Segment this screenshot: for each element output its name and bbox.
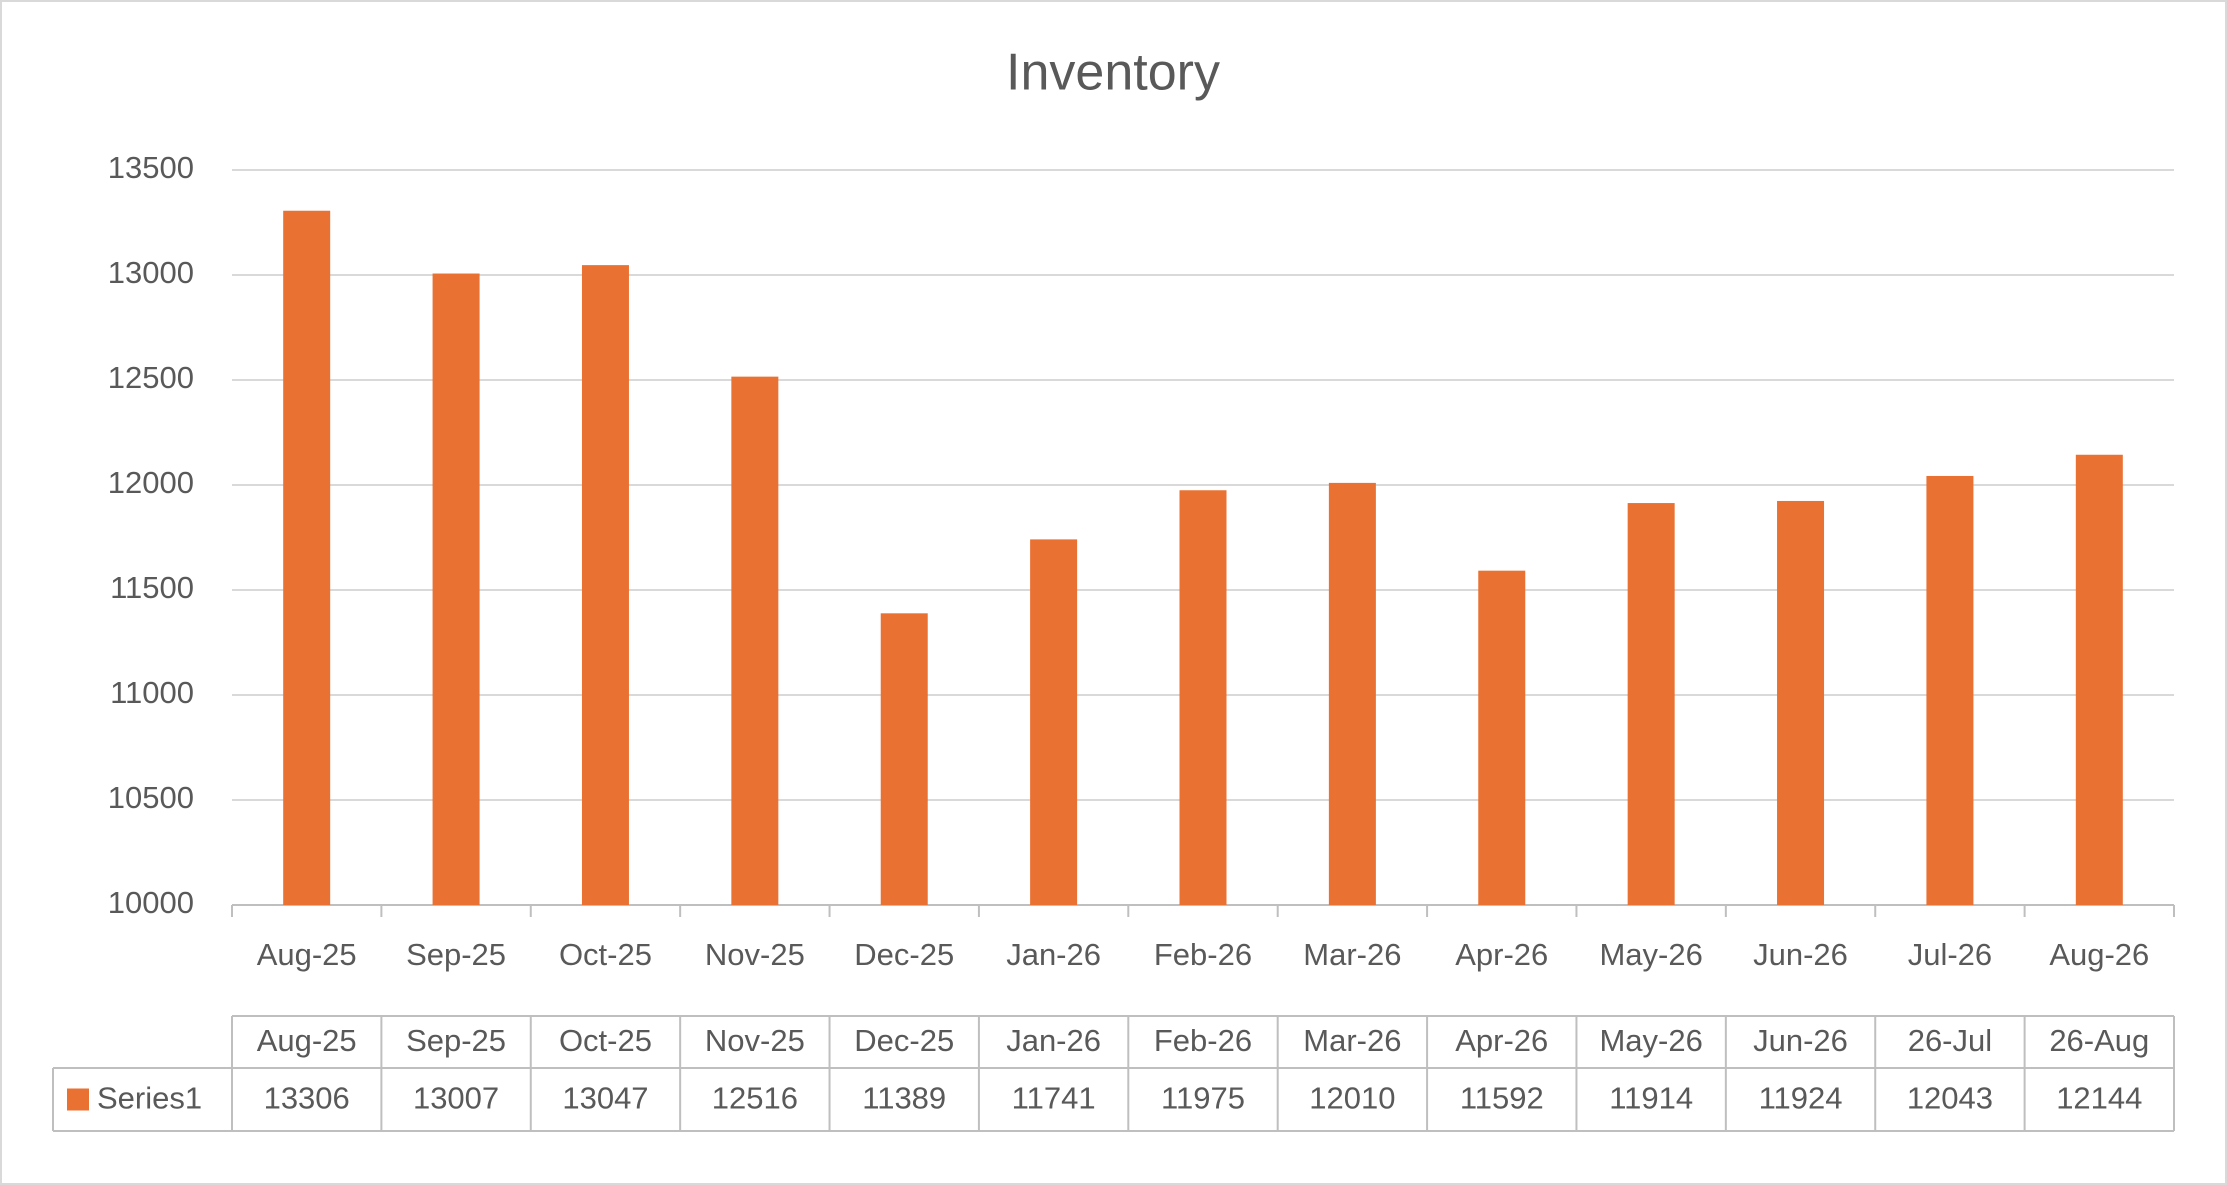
table-header: Feb-26 — [1154, 1023, 1252, 1058]
table-header: Dec-25 — [854, 1023, 954, 1058]
bar — [283, 210, 331, 906]
table-header: Jun-26 — [1753, 1023, 1848, 1058]
bar — [880, 613, 928, 905]
legend-label: Series1 — [97, 1081, 202, 1116]
table-value: 11741 — [1012, 1081, 1096, 1116]
table-header: Sep-25 — [406, 1023, 506, 1058]
table-value: 12144 — [2056, 1081, 2142, 1116]
y-tick-label: 11500 — [110, 570, 194, 605]
x-tick-label: Oct-25 — [559, 937, 652, 972]
bar — [731, 376, 779, 905]
table-header: Oct-25 — [559, 1023, 652, 1058]
x-tick-label: Sep-25 — [406, 937, 506, 972]
x-tick-label: Nov-25 — [705, 937, 805, 972]
x-tick-label: Feb-26 — [1154, 937, 1252, 972]
table-value: 11592 — [1460, 1081, 1544, 1116]
y-tick-label: 10000 — [108, 885, 194, 920]
table-header: Mar-26 — [1303, 1023, 1401, 1058]
table-header: Apr-26 — [1455, 1023, 1548, 1058]
x-tick-label: Mar-26 — [1303, 937, 1401, 972]
x-tick-label: Apr-26 — [1455, 937, 1548, 972]
bar — [1179, 490, 1227, 905]
y-tick-label: 10500 — [108, 780, 194, 815]
table-header: Aug-25 — [257, 1023, 357, 1058]
y-tick-label: 11000 — [110, 675, 194, 710]
bar — [1328, 482, 1376, 905]
x-tick-label: Aug-26 — [2049, 937, 2149, 972]
y-tick-label: 13000 — [108, 255, 194, 290]
bar — [1777, 500, 1825, 905]
table-header: Jan-26 — [1006, 1023, 1101, 1058]
x-tick-label: Aug-25 — [257, 937, 357, 972]
table-header: May-26 — [1599, 1023, 1702, 1058]
x-tick-label: Dec-25 — [854, 937, 954, 972]
x-tick-label: May-26 — [1599, 937, 1702, 972]
table-header: Nov-25 — [705, 1023, 805, 1058]
y-tick-label: 12500 — [108, 360, 194, 395]
table-value: 13306 — [264, 1081, 350, 1116]
table-value: 12010 — [1309, 1081, 1395, 1116]
bar — [1926, 475, 1974, 905]
table-value: 13007 — [413, 1081, 499, 1116]
table-header: 26-Aug — [2049, 1023, 2149, 1058]
legend-key — [67, 1088, 89, 1111]
x-tick-label: Jul-26 — [1908, 937, 1992, 972]
table-header: 26-Jul — [1908, 1023, 1992, 1058]
bar — [1627, 503, 1675, 905]
table-value: 13047 — [562, 1081, 648, 1116]
y-tick-label: 12000 — [108, 465, 194, 500]
bar — [2075, 454, 2123, 905]
y-tick-label: 13500 — [108, 150, 194, 185]
x-tick-label: Jan-26 — [1006, 937, 1101, 972]
table-value: 12516 — [712, 1081, 798, 1116]
bar — [1478, 570, 1526, 905]
table-value: 11924 — [1759, 1081, 1843, 1116]
table-value: 11914 — [1609, 1081, 1693, 1116]
bar — [1030, 539, 1078, 905]
table-value: 11975 — [1161, 1081, 1245, 1116]
table-value: 11389 — [862, 1081, 946, 1116]
bar — [581, 265, 629, 905]
chart-title: Inventory — [1006, 44, 1220, 102]
table-value: 12043 — [1907, 1081, 1993, 1116]
x-tick-label: Jun-26 — [1753, 937, 1848, 972]
bar — [432, 273, 480, 905]
